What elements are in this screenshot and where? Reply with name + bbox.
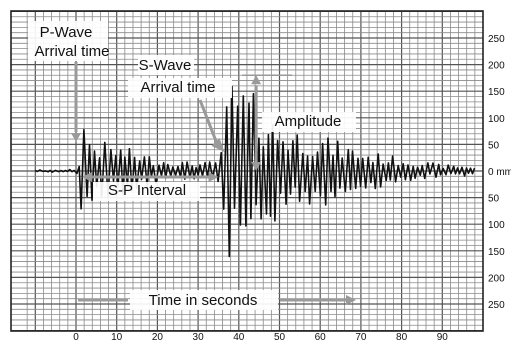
- s-wave-label-line2: Arrival time: [140, 79, 215, 96]
- y-tick-label: 0 mm: [488, 167, 511, 178]
- x-tick-label: 90: [437, 332, 449, 343]
- axis-tick-labels: 0 10 20 30 40 50 60 70 80 90 250 200 150 100 50 0 mm 50 1…: [73, 34, 511, 343]
- amplitude-label: Amplitude: [275, 113, 342, 130]
- y-tick-label: 150: [488, 247, 505, 258]
- amplitude-arrowhead-down: [251, 162, 262, 171]
- y-tick-label: 150: [488, 87, 505, 98]
- sp-interval-label: S-P Interval: [108, 182, 186, 199]
- seismic-trace-line: [34, 85, 476, 258]
- seismic-trace: [34, 85, 476, 258]
- y-tick-label: 100: [488, 114, 505, 125]
- chart-border: [10, 10, 484, 332]
- y-tick-label: 50: [488, 140, 500, 151]
- x-tick-label: 0: [73, 332, 79, 343]
- sp-interval-arrowhead-left: [82, 172, 93, 182]
- amplitude-label-bg: [262, 112, 356, 132]
- y-tick-label: 200: [488, 273, 505, 284]
- x-tick-label: 40: [233, 332, 245, 343]
- y-tick-label: 100: [488, 220, 505, 231]
- x-tick-label: 50: [274, 332, 286, 343]
- x-tick-label: 30: [193, 332, 205, 343]
- label-backgrounds: [28, 21, 356, 310]
- s-wave-arrowhead: [211, 138, 225, 152]
- time-arrowhead: [346, 295, 356, 305]
- y-tick-label: 200: [488, 61, 505, 72]
- x-tick-label: 10: [111, 332, 123, 343]
- sp-interval-arrowhead-right: [208, 172, 219, 182]
- y-tick-label: 250: [488, 300, 505, 311]
- annotation-arrows: [71, 62, 356, 305]
- s-wave-label-bg: [138, 55, 194, 75]
- s-wave-label-line1: S-Wave: [139, 57, 192, 74]
- x-tick-label: 20: [152, 332, 164, 343]
- sp-interval-label-bg: [93, 182, 200, 201]
- p-wave-label-line2: Arrival time: [34, 43, 109, 60]
- s-wave-label-bg-2: [128, 78, 232, 98]
- y-tick-label: 50: [488, 194, 500, 205]
- x-tick-label: 80: [396, 332, 408, 343]
- time-label-bg: [130, 290, 278, 310]
- p-wave-label-line1: P-Wave: [40, 24, 93, 41]
- x-tick-label: 70: [355, 332, 367, 343]
- p-wave-label-bg: [28, 21, 108, 61]
- amplitude-arrowhead-up: [251, 75, 262, 85]
- y-tick-label: 250: [488, 34, 505, 45]
- x-tick-label: 60: [315, 332, 327, 343]
- p-wave-arrowhead: [71, 133, 81, 142]
- s-wave-arrow-shaft: [198, 99, 219, 146]
- time-axis-label: Time in seconds: [149, 292, 258, 309]
